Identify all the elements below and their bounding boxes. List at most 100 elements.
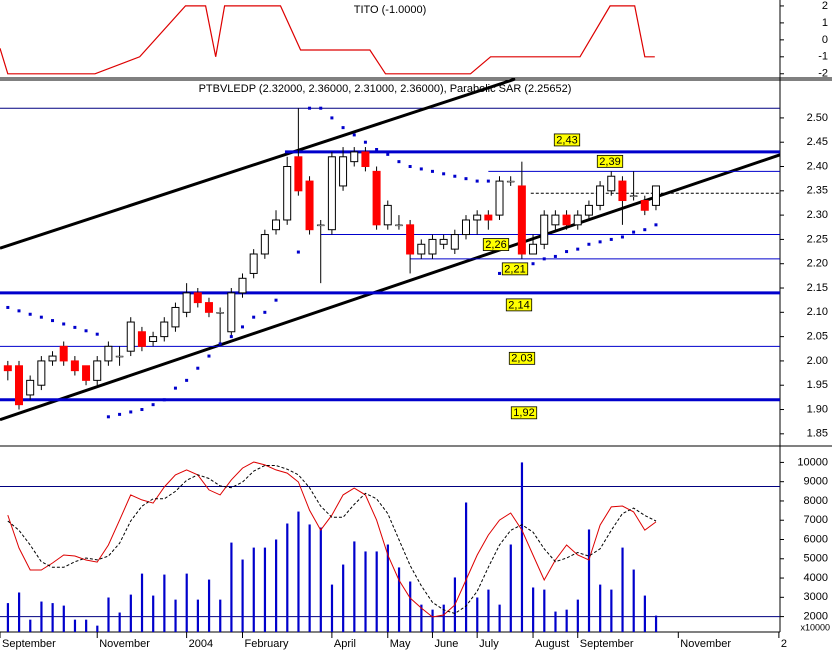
x-tick-label: April — [334, 638, 356, 650]
sar-dot — [553, 254, 557, 258]
candle-body — [182, 292, 191, 313]
volume-bar — [397, 567, 401, 632]
sar-dot — [609, 237, 613, 241]
sar-dot — [196, 366, 200, 370]
volume-bar — [96, 625, 99, 632]
x-tick-label: November — [99, 638, 150, 650]
sar-dot — [140, 408, 144, 412]
candle-body — [584, 204, 593, 216]
candle-body — [350, 151, 359, 163]
level-label: 2,39 — [599, 156, 620, 168]
sar-dot — [565, 250, 569, 254]
sar-dot — [319, 106, 323, 110]
candle-body — [339, 156, 348, 187]
y-tick-label: 0 — [822, 34, 828, 46]
y-tick-label: 2 — [822, 0, 828, 12]
y-tick-label: 2.40 — [807, 160, 828, 172]
volume-bar — [308, 524, 311, 632]
candle-body — [48, 355, 57, 362]
y-tick-label: 2.15 — [807, 282, 828, 294]
sar-dot — [531, 262, 535, 266]
sar-dot — [363, 140, 367, 144]
sar-dot — [453, 174, 457, 178]
volume-bar — [599, 584, 602, 632]
level-label: 2,14 — [508, 299, 529, 311]
candle-body — [294, 156, 303, 192]
sar-dot — [84, 329, 88, 333]
y-tick-label: 3000 — [804, 591, 828, 603]
candle-body — [417, 243, 426, 255]
sar-dot — [240, 325, 244, 329]
volume-bar — [163, 574, 166, 632]
volume-bar — [654, 615, 658, 632]
volume-bar — [73, 619, 77, 632]
volume-bar — [219, 599, 222, 632]
sar-dot — [173, 386, 177, 390]
candle-body — [428, 238, 437, 255]
y-tick-label: -2 — [818, 68, 828, 80]
y-tick-label: 2.00 — [807, 355, 828, 367]
candle-body — [439, 238, 448, 245]
volume-bar — [364, 551, 367, 632]
candle-body — [160, 321, 169, 338]
volume-bar — [342, 564, 345, 632]
y-tick-label: 8000 — [804, 495, 828, 507]
sar-dot — [28, 312, 32, 316]
candle-body — [316, 224, 325, 227]
candle-body — [406, 224, 415, 255]
sar-dot — [162, 398, 166, 402]
candle-body — [395, 224, 403, 227]
candle-body — [305, 180, 314, 231]
sar-dot — [73, 325, 77, 329]
y-tick-label: 2.25 — [807, 233, 828, 245]
candle-body — [171, 306, 180, 328]
volume-bar — [632, 569, 635, 632]
candle-body — [59, 345, 68, 362]
volume-bar — [420, 604, 423, 632]
volume-bar — [230, 542, 233, 632]
candle-body — [260, 234, 269, 255]
candle-body — [93, 360, 102, 381]
volume-bar — [353, 541, 356, 632]
sar-dot — [62, 322, 66, 326]
sar-dot — [218, 342, 222, 346]
y-tick-label: 6000 — [804, 533, 828, 545]
candle-body — [461, 219, 470, 236]
volume-bar — [297, 511, 300, 632]
candle-body — [149, 336, 158, 342]
sar-dot — [475, 179, 479, 183]
candle-body — [14, 365, 23, 406]
candle-body — [193, 292, 202, 304]
candle-body — [484, 214, 493, 221]
candle-body — [607, 175, 616, 192]
volume-bar — [252, 547, 255, 632]
y-tick-label: 2.30 — [807, 209, 828, 221]
volume-bar — [62, 605, 65, 632]
indicator-line — [0, 5, 655, 75]
trend-line — [0, 77, 516, 250]
candle-body — [137, 331, 146, 347]
sar-dot — [252, 315, 256, 319]
price-title: PTBVLEDP (2.32000, 2.36000, 2.31000, 2.3… — [199, 83, 572, 95]
x-tick-label: August — [535, 638, 569, 650]
sar-dot — [129, 410, 133, 414]
y-tick-label: 7000 — [804, 514, 828, 526]
level-label: 2,26 — [485, 239, 506, 251]
candle-body — [216, 312, 224, 314]
volume-bar — [118, 612, 121, 632]
candle-body — [227, 292, 236, 333]
volume-bar — [241, 559, 244, 632]
y-tick-label: -1 — [818, 51, 828, 63]
level-label-box — [482, 238, 510, 251]
candle-body — [283, 166, 292, 221]
candle-body — [249, 253, 258, 274]
volume-bar — [263, 547, 267, 632]
x-tick-label: 2 — [781, 638, 787, 650]
candle-body — [37, 360, 46, 386]
volume-bar — [476, 597, 479, 632]
sar-dot — [229, 335, 233, 339]
y-tick-label: 2000 — [804, 610, 828, 622]
candle-body — [551, 214, 560, 226]
sar-dot — [352, 133, 356, 137]
